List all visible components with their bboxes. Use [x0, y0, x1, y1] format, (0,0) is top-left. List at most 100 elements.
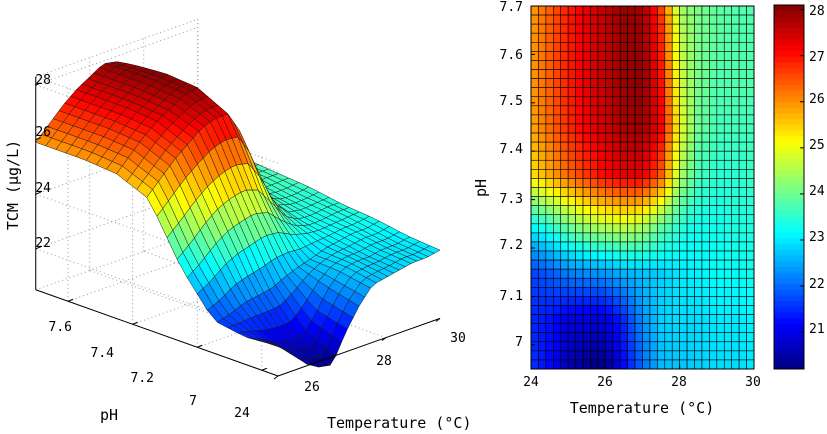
heatmap-cell [746, 78, 755, 88]
heatmap-cell [634, 123, 643, 134]
heatmap-cell [538, 305, 547, 315]
heatmap-cell [731, 187, 740, 197]
colorbar-band [774, 5, 804, 12]
heatmap-cell [686, 69, 695, 79]
colorbar-band [774, 124, 804, 131]
heatmap-cell [575, 78, 584, 88]
heatmap-cell [552, 169, 562, 179]
heatmap-cell [738, 305, 747, 315]
heatmap-cell [552, 250, 562, 261]
heatmap-cell [545, 187, 554, 197]
heatmap-cell [649, 32, 658, 43]
grid-line [35, 136, 198, 195]
heatmap-cell [538, 341, 547, 352]
heatmap-cell [686, 187, 695, 197]
heatmap-cell [716, 51, 725, 61]
heatmap-cell [694, 214, 703, 225]
heatmap-cell [597, 60, 606, 70]
heatmap-cell [664, 323, 673, 334]
heatmap-cell [560, 169, 569, 179]
heatmap-cell [634, 223, 643, 234]
heatmap-cell [538, 23, 547, 34]
heatmap-cell [709, 296, 718, 306]
heatmap-cell [694, 96, 703, 107]
surface-z-tick-mark [35, 137, 41, 141]
heatmap-cell [746, 114, 755, 125]
heatmap-cell [619, 69, 628, 79]
heatmap-cell [671, 69, 680, 79]
heatmap-cell [701, 32, 710, 43]
heatmap-cell [709, 250, 718, 261]
heatmap-cell [686, 277, 695, 288]
heatmap-cell [567, 5, 576, 16]
heatmap-cell [575, 32, 584, 43]
heatmap-cell [679, 277, 688, 288]
heatmap-cell [694, 305, 703, 315]
heatmap-cell [545, 241, 554, 252]
heatmap-cell [709, 96, 718, 107]
heatmap-cell [575, 187, 584, 197]
heatmap-cell [709, 78, 718, 88]
heatmap-cell [657, 69, 666, 79]
heatmap-cell [612, 60, 621, 70]
heatmap-cell [649, 277, 658, 288]
heatmap-cell [612, 205, 621, 216]
heatmap-cell [634, 187, 643, 197]
heatmap-cell [597, 114, 606, 125]
colorbar-band [774, 90, 804, 97]
heatmap-cell [642, 96, 651, 107]
heatmap-cell [701, 23, 710, 34]
heatmap-cell [642, 259, 651, 270]
heatmap-cell [590, 159, 599, 170]
heatmap-cell [560, 150, 569, 161]
heatmap-cell [567, 359, 576, 370]
heatmap-cell [627, 323, 636, 334]
heatmap-cell [649, 232, 658, 243]
heatmap-cell [538, 277, 547, 288]
heatmap-cell [664, 32, 673, 43]
heatmap-cell [560, 205, 569, 216]
heatmap-cell [716, 132, 725, 143]
heatmap-cell [575, 169, 584, 179]
heatmap-cell [530, 296, 539, 306]
heatmap-cell [731, 5, 740, 16]
heatmap-cell [657, 150, 666, 161]
heatmap-cell [597, 214, 606, 225]
heatmap-cell [657, 214, 666, 225]
heatmap-cell [627, 232, 636, 243]
heatmap-cell [649, 14, 658, 25]
heatmap-cell [567, 259, 576, 270]
heatmap-cell [619, 5, 628, 16]
heatmap-cell [738, 250, 747, 261]
heatmap-cell [612, 296, 621, 306]
heatmap-cell [567, 32, 576, 43]
heatmap-cell [709, 214, 718, 225]
heatmap-cell [709, 14, 718, 25]
heatmap-cell [560, 32, 569, 43]
heatmap-cell [634, 205, 643, 216]
heatmap-cell [701, 196, 710, 206]
heatmap-cells [530, 5, 755, 370]
heatmap-cell [709, 159, 718, 170]
heatmap-cell [530, 350, 539, 361]
heatmap-cell [567, 87, 576, 98]
heatmap-cell [612, 196, 621, 206]
heatmap-cell [723, 51, 733, 61]
heatmap-cell [686, 232, 695, 243]
heatmap-cell [657, 159, 666, 170]
heatmap-cell [738, 350, 747, 361]
heatmap-cell [694, 141, 703, 152]
heatmap-y-tick: 7.6 [500, 48, 523, 63]
colorbar-frame [773, 4, 805, 370]
heatmap-cell [731, 350, 740, 361]
heatmap-cell [597, 178, 606, 188]
heatmap-cell [545, 96, 554, 107]
heatmap-cell [694, 314, 703, 324]
colorbar: 21 22 23 24 25 26 27 28 [773, 4, 825, 370]
heatmap-cell [701, 305, 710, 315]
heatmap-cell [657, 305, 666, 315]
heatmap-cell [649, 341, 658, 352]
heatmap-cell [575, 178, 584, 188]
heatmap-cell [634, 277, 643, 288]
heatmap-cell [723, 41, 733, 52]
